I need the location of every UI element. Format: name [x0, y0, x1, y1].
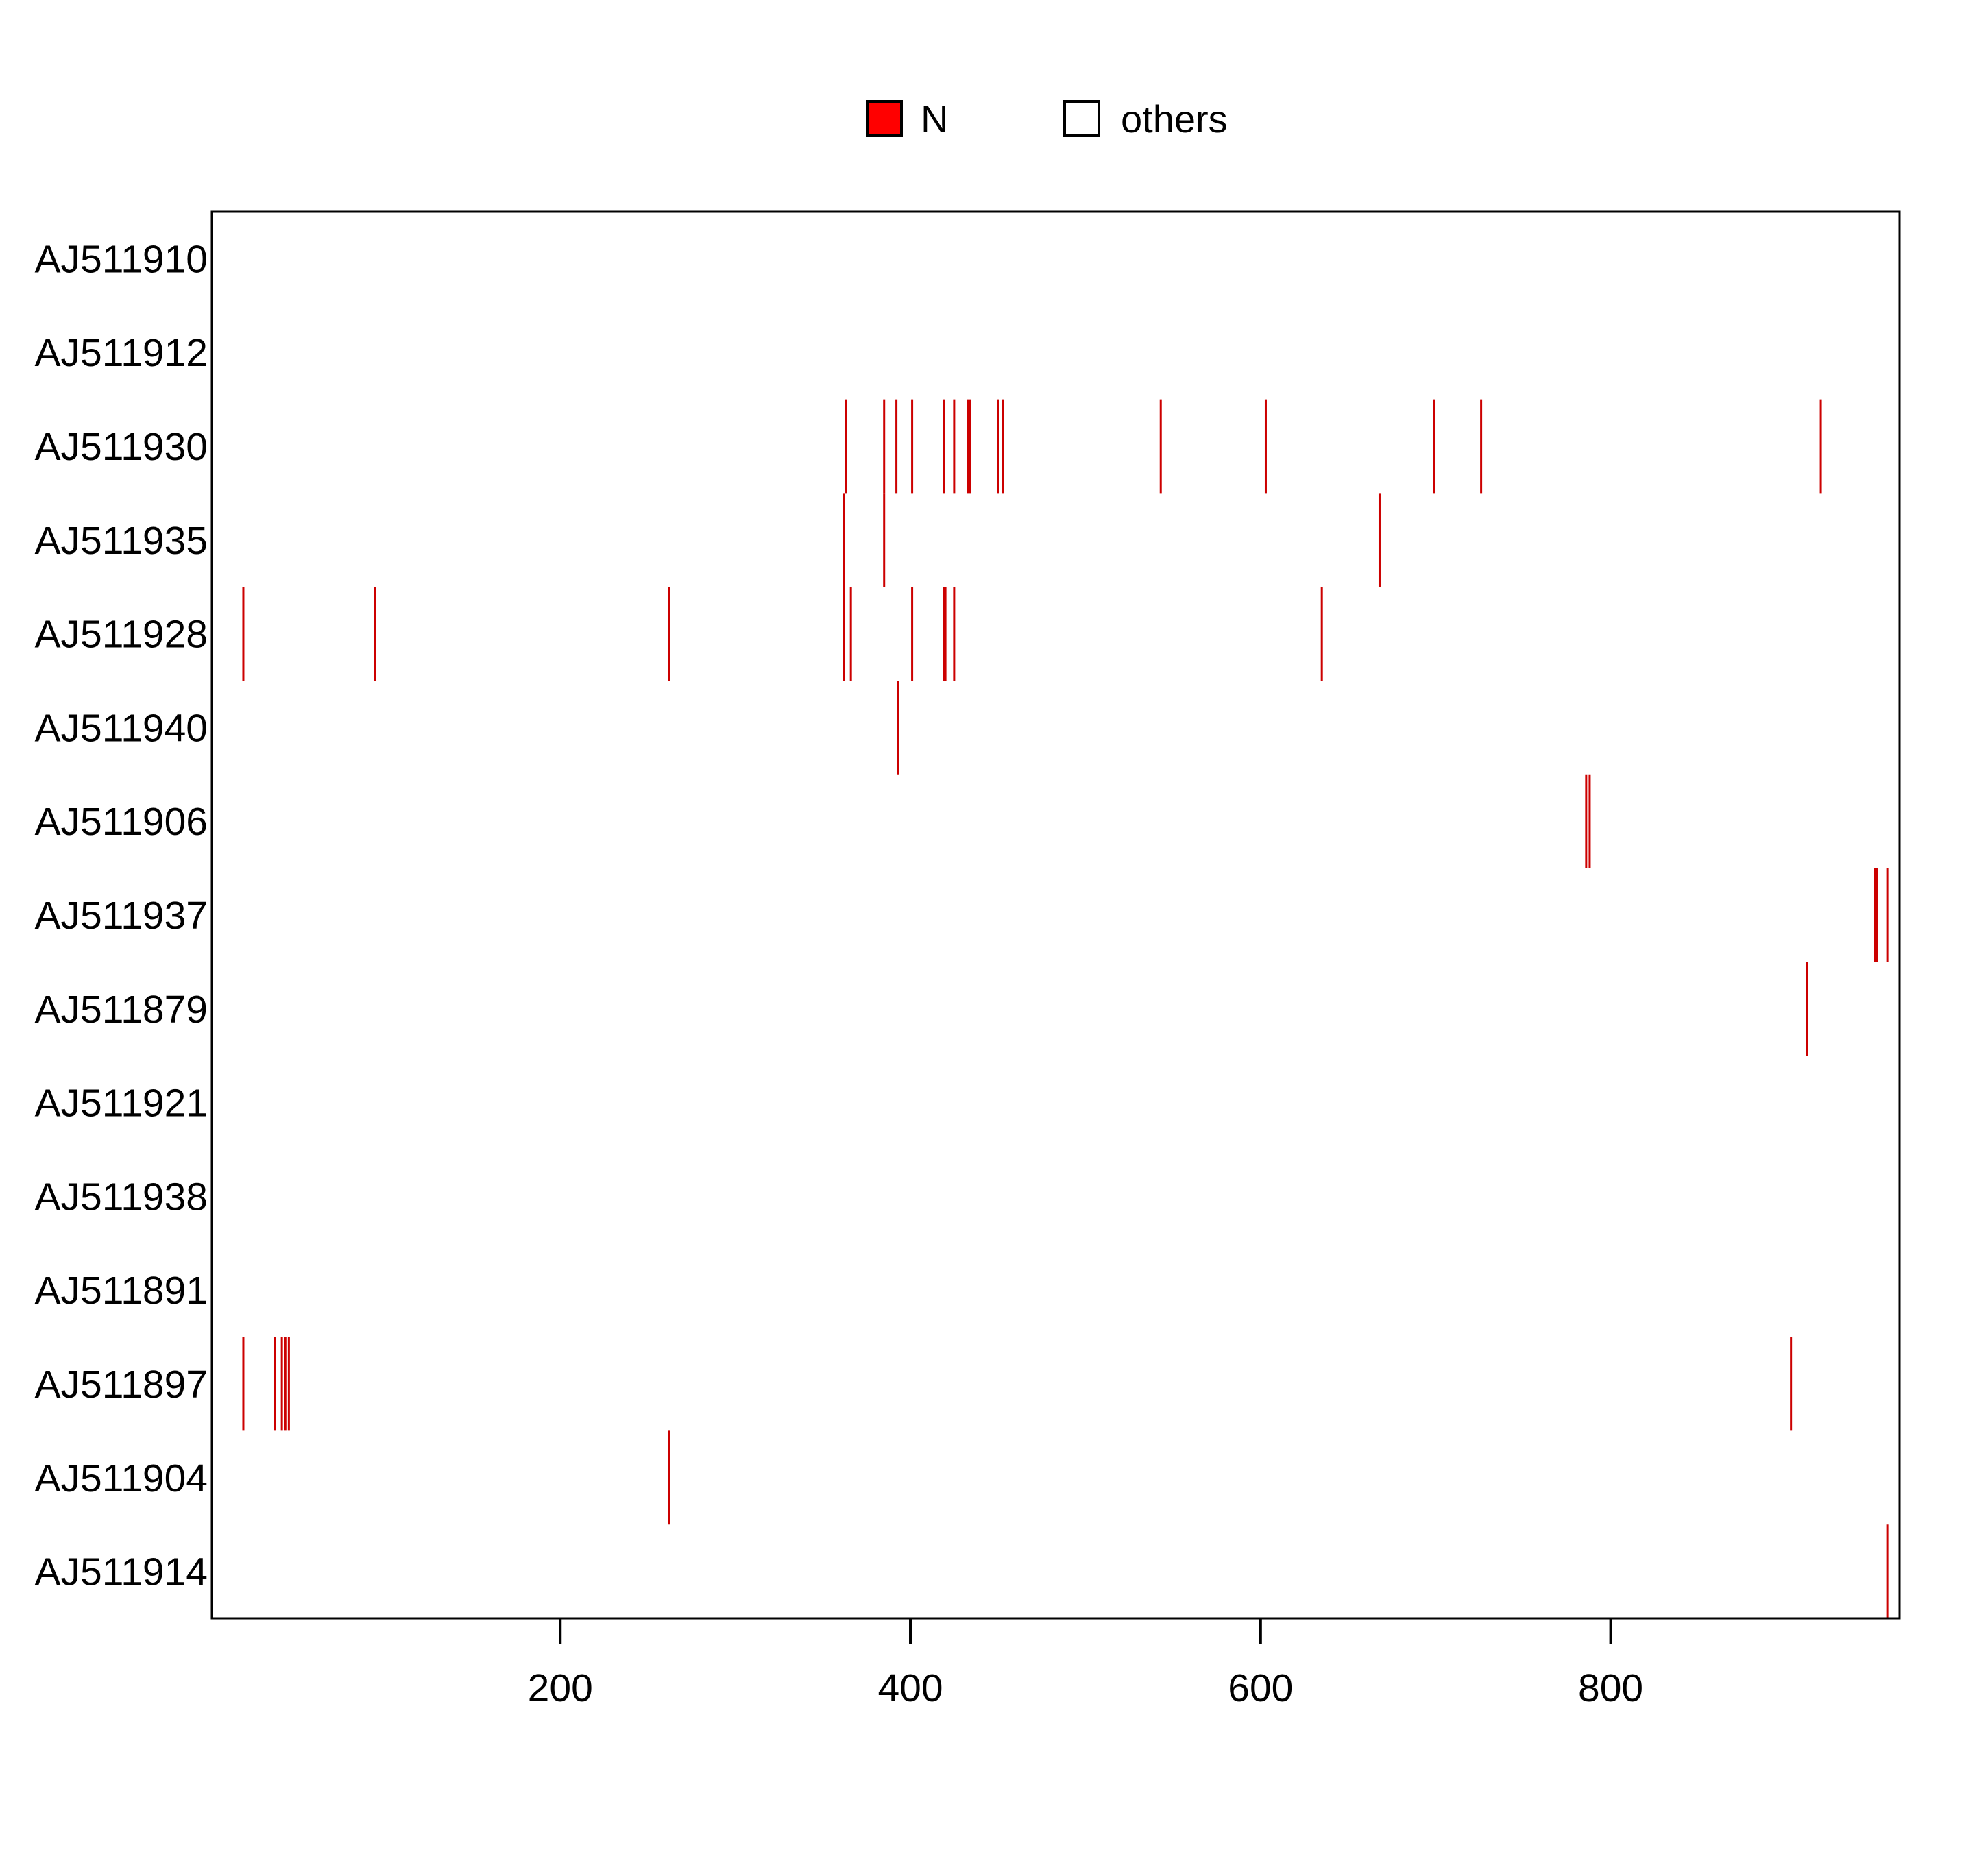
y-tick-label: AJ511928: [35, 613, 208, 657]
y-tick-label: AJ511904: [35, 1457, 208, 1500]
legend-swatch-n: [866, 100, 903, 137]
y-tick-label: AJ511938: [35, 1175, 208, 1219]
y-tick-label: AJ511906: [35, 800, 208, 844]
y-tick-label: AJ511935: [35, 519, 208, 563]
y-tick-label: AJ511921: [35, 1082, 208, 1125]
y-tick-label: AJ511930: [35, 425, 208, 469]
y-tick-label: AJ511891: [35, 1269, 208, 1313]
legend-label-others: others: [1121, 97, 1228, 141]
y-tick-label: AJ511914: [35, 1550, 208, 1594]
x-tick-label: 800: [1578, 1666, 1643, 1710]
y-axis-labels: AJ511910 AJ511912 AJ511930 AJ511935 AJ511928…: [35, 237, 208, 1594]
legend-swatch-others: [1063, 100, 1100, 137]
x-axis: 200 400 600 800: [528, 1618, 1643, 1710]
x-tick-label: 400: [877, 1666, 943, 1710]
y-tick-label: AJ511879: [35, 988, 208, 1032]
legend: N others: [866, 97, 1228, 141]
y-tick-label: AJ511897: [35, 1363, 208, 1407]
plot-frame: [210, 210, 1901, 1620]
x-tick-label: 600: [1228, 1666, 1293, 1710]
plot-marks: [242, 399, 1889, 1618]
y-tick-label: AJ511937: [35, 894, 208, 938]
y-tick-label: AJ511910: [35, 237, 208, 281]
x-tick-label: 200: [528, 1666, 593, 1710]
y-tick-label: AJ511940: [35, 706, 208, 750]
y-tick-label: AJ511912: [35, 331, 208, 375]
legend-label-n: N: [921, 97, 948, 141]
